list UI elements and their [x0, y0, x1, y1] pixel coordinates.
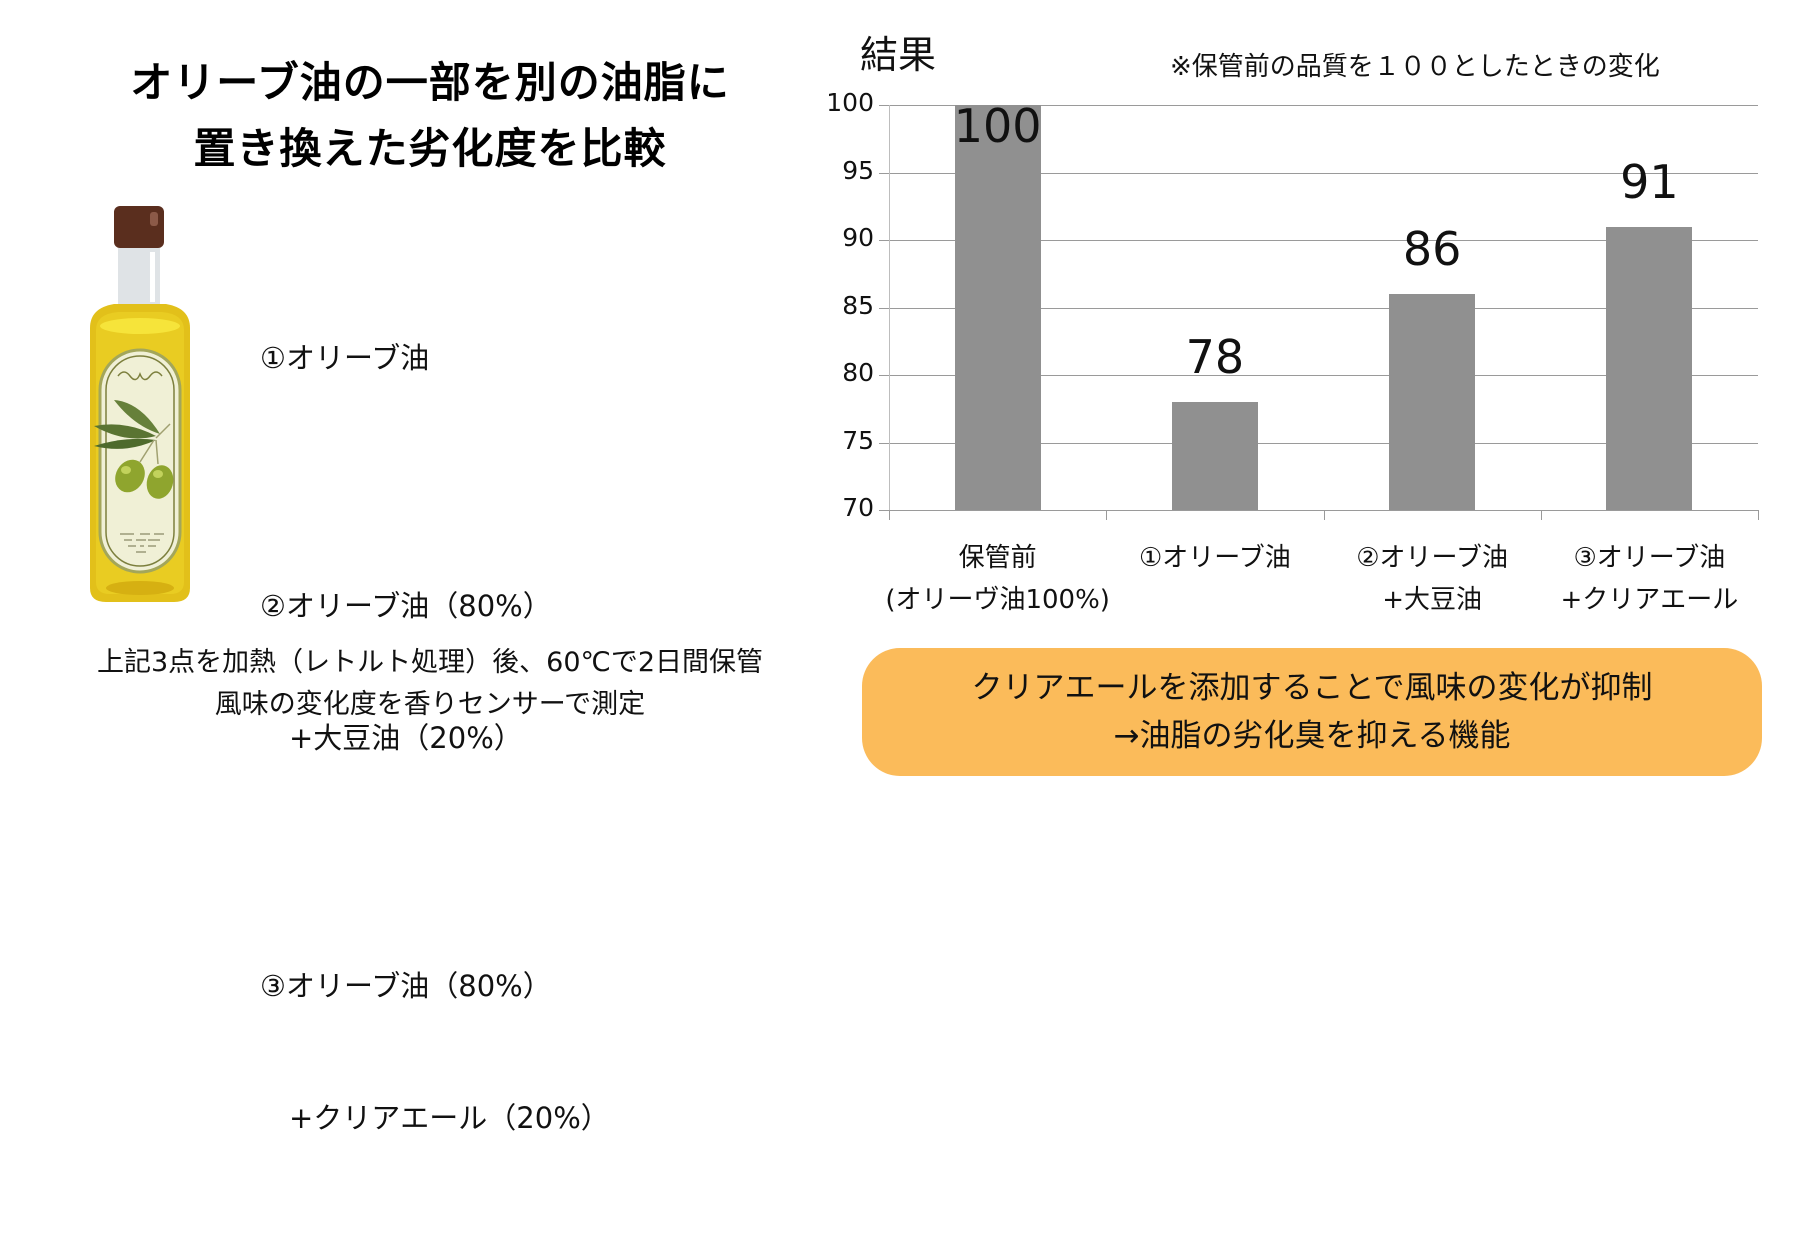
conclusion-box: クリアエールを添加することで風味の変化が抑制 →油脂の劣化臭を抑える機能	[862, 648, 1762, 776]
y-axis-tick-label: 80	[842, 358, 874, 387]
y-axis-tick-label: 90	[842, 223, 874, 252]
sample-item-2: ②オリーブ油（80%） +大豆油（20%）	[260, 496, 610, 848]
conclusion-line-2: →油脂の劣化臭を抑える機能	[1113, 718, 1511, 754]
bar-4	[1606, 226, 1693, 510]
bar-3	[1389, 294, 1476, 510]
x-axis-tick	[889, 510, 890, 520]
gridline	[879, 307, 1758, 309]
y-axis-line	[889, 105, 890, 520]
bar-value-label: 86	[1402, 222, 1462, 276]
x-axis-category-label: ③オリーブ油 +クリアエール	[1560, 543, 1739, 615]
x-axis-tick	[1540, 510, 1542, 520]
method-line-1: 上記3点を加熱（レトルト処理）後、60℃で2日間保管	[96, 647, 764, 678]
gridline	[879, 105, 1758, 106]
bar-value-label: 91	[1620, 154, 1679, 209]
gridline	[879, 240, 1758, 241]
chart-note: ※保管前の品質を１００としたときの変化	[1170, 52, 1660, 82]
bar-value-label: 100	[953, 99, 1042, 153]
gridline	[879, 172, 1758, 174]
x-axis-tick	[1106, 510, 1108, 520]
conclusion-line-1: クリアエールを添加することで風味の変化が抑制	[971, 670, 1653, 706]
x-axis-tick	[1323, 510, 1325, 520]
x-axis-tick	[1758, 510, 1759, 520]
results-heading: 結果	[860, 33, 937, 77]
main-title: オリーブ油の一部を別の油脂に 置き換えた劣化度を比較	[40, 50, 820, 182]
y-axis-tick-label: 70	[842, 493, 874, 522]
sample-item-3: ③オリーブ油（80%） +クリアエール（20%）	[260, 876, 610, 1228]
y-axis-tick-label: 85	[842, 290, 874, 320]
sample-3-line-1: ③オリーブ油（80%）	[260, 969, 552, 1003]
sample-3-line-2: +クリアエール（20%）	[260, 1101, 610, 1135]
sample-list: ①オリーブ油 ②オリーブ油（80%） +大豆油（20%） ③オリーブ油（80%）…	[260, 248, 610, 1256]
method-line-2: 風味の変化度を香りセンサーで測定	[214, 689, 646, 720]
bar-2	[1171, 402, 1258, 510]
y-axis-tick-label: 75	[842, 425, 874, 455]
title-line-2: 置き換えた劣化度を比較	[193, 124, 667, 173]
bar-value-label: 78	[1185, 330, 1245, 384]
y-axis-tick-label: 95	[842, 155, 874, 185]
sample-1-line-1: ①オリーブ油	[260, 341, 430, 375]
olive-oil-bottle-icon	[70, 200, 210, 610]
sample-2-line-1: ②オリーブ油（80%）	[260, 589, 552, 623]
gridline	[879, 375, 1758, 376]
y-axis-tick-label: 100	[826, 88, 874, 117]
sample-item-1: ①オリーブ油	[260, 248, 610, 468]
method-note: 上記3点を加熱（レトルト処理）後、60℃で2日間保管 風味の変化度を香りセンサー…	[30, 642, 830, 726]
bar-1	[954, 105, 1041, 510]
gridline	[879, 510, 1758, 511]
x-axis-category-label: ②オリーブ油 +大豆油	[1356, 543, 1508, 615]
x-axis-category-label: ①オリーブ油	[1139, 543, 1291, 573]
sample-2-line-2: +大豆油（20%）	[260, 721, 523, 755]
title-line-1: オリーブ油の一部を別の油脂に	[130, 58, 730, 107]
gridline	[879, 442, 1758, 444]
x-axis-category-label: 保管前 (オリーヴ油100%)	[885, 543, 1110, 615]
